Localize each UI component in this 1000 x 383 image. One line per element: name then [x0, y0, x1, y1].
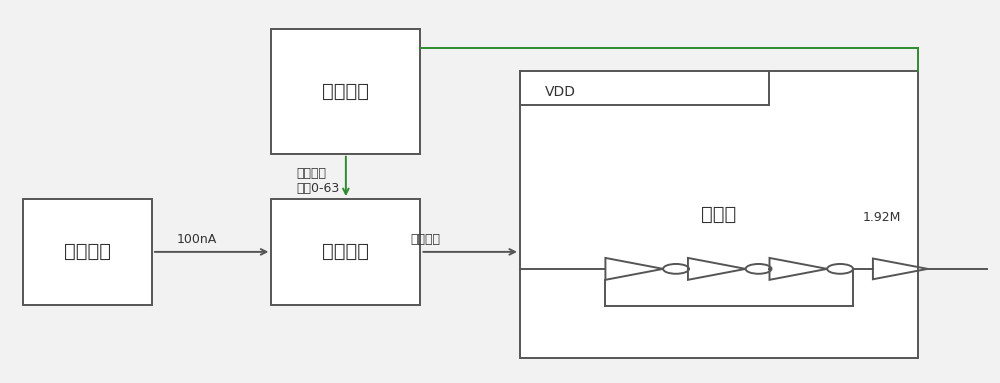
FancyBboxPatch shape: [23, 199, 152, 305]
Text: 电流基准: 电流基准: [64, 242, 111, 261]
FancyBboxPatch shape: [271, 29, 420, 154]
Text: 时钟校准: 时钟校准: [322, 242, 369, 261]
FancyBboxPatch shape: [520, 71, 918, 358]
FancyBboxPatch shape: [271, 199, 420, 305]
Text: 1.92M: 1.92M: [863, 211, 901, 224]
Text: 数字基带: 数字基带: [322, 82, 369, 101]
Text: 控制电流: 控制电流: [410, 233, 440, 246]
Text: 振荡器: 振荡器: [701, 205, 736, 224]
Text: 时钟校准
输入0-63: 时钟校准 输入0-63: [296, 167, 339, 195]
Text: 100nA: 100nA: [177, 233, 217, 246]
Text: VDD: VDD: [545, 85, 576, 99]
